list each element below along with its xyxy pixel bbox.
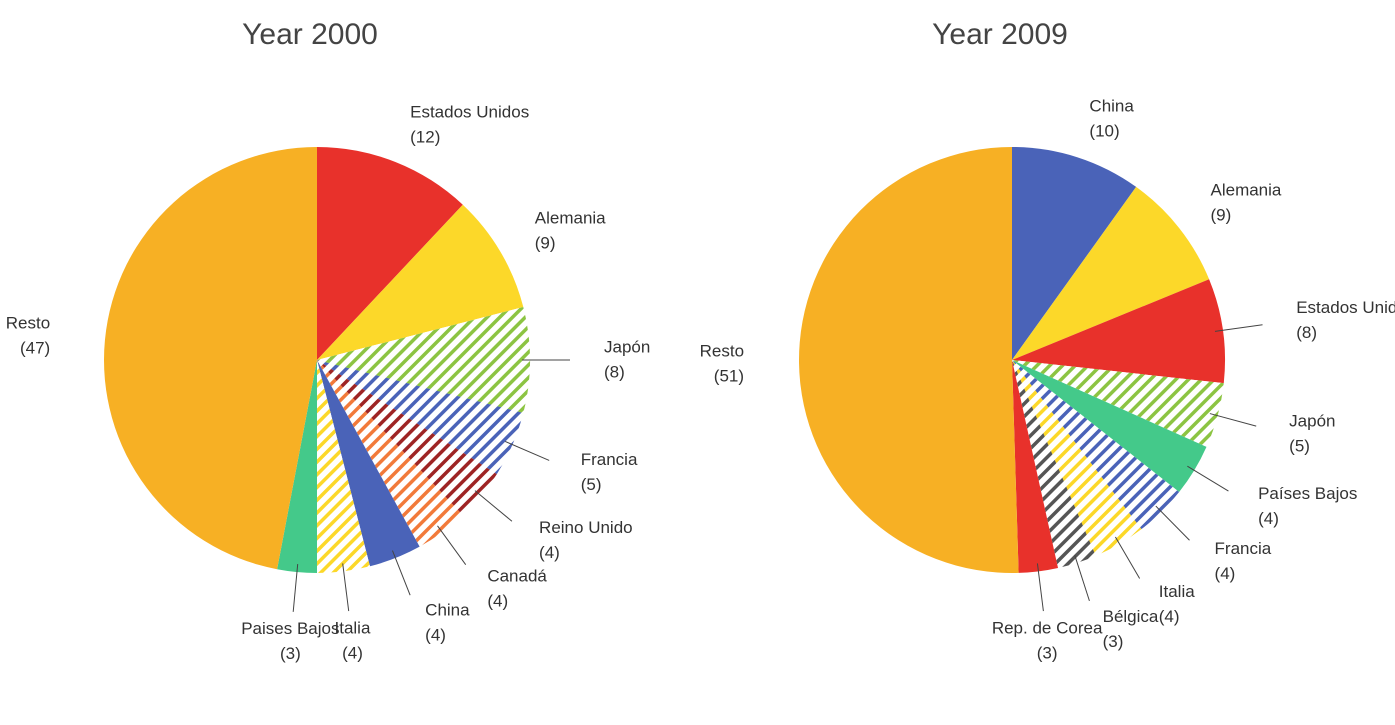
pie-slice [1012, 360, 1224, 447]
pie-slice [317, 307, 531, 413]
value-label: (3) [1103, 632, 1124, 651]
value-label: (3) [1037, 643, 1058, 662]
pie-slice [1012, 360, 1059, 573]
slice-label: Alemania [1211, 181, 1282, 200]
slice-label: Japón [604, 337, 650, 356]
slice-label: Estados Unidos [410, 102, 529, 121]
slice-label: Resto [6, 314, 50, 333]
slice-label: Países Bajos [1258, 484, 1357, 503]
pie-slice [1012, 360, 1207, 493]
slice-label: Paises Bajos [241, 619, 339, 638]
pie-slice [103, 147, 317, 570]
slice-label: Italia [335, 618, 371, 637]
leader-line [437, 525, 467, 565]
slice-label: Italia [1159, 582, 1195, 601]
slice-label: Francia [581, 450, 638, 469]
pie-slice [1012, 360, 1180, 530]
slice-label: Canadá [487, 566, 547, 585]
pie-slice [1012, 279, 1225, 384]
value-label: (4) [1159, 607, 1180, 626]
pie-slice [317, 147, 463, 360]
slice-label: Rep. de Corea [992, 618, 1103, 637]
slice-label: Estados Unidos [1296, 298, 1395, 317]
value-label: (5) [581, 475, 602, 494]
slice-label: China [425, 601, 470, 620]
value-label: (10) [1089, 122, 1119, 141]
chart-title: Year 2000 [242, 18, 378, 51]
leader-line [1209, 413, 1257, 427]
value-label: (47) [20, 339, 50, 358]
leader-line [342, 563, 350, 612]
leader-line [1214, 324, 1263, 332]
leader-line [1155, 505, 1190, 541]
value-label: (4) [539, 543, 560, 562]
slice-label: Bélgica [1103, 607, 1159, 626]
pie-slice [317, 360, 524, 475]
slice-label: Reino Unido [539, 518, 633, 537]
slice-label: Japón [1289, 411, 1335, 430]
leader-line [1036, 563, 1044, 612]
pie-slice [1012, 186, 1210, 360]
pie-slice [317, 360, 370, 573]
value-label: (12) [410, 127, 440, 146]
value-label: (4) [425, 626, 446, 645]
slice-label: China [1089, 97, 1134, 116]
pie-slice [317, 204, 524, 360]
pie-slice [317, 360, 420, 567]
value-label: (9) [535, 234, 556, 253]
chart-title: Year 2009 [932, 18, 1068, 51]
value-label: (5) [1289, 436, 1310, 455]
value-label: (4) [1258, 509, 1279, 528]
leader-line [292, 564, 299, 612]
slice-label: Francia [1215, 539, 1272, 558]
pie-slice [799, 147, 1019, 573]
value-label: (4) [342, 643, 363, 662]
slice-label: Alemania [535, 209, 606, 228]
value-label: (4) [1215, 564, 1236, 583]
leader-line [504, 440, 550, 461]
value-label: (3) [280, 644, 301, 663]
slice-label: Resto [700, 341, 744, 360]
pie-slice [317, 360, 497, 516]
value-label: (4) [487, 591, 508, 610]
value-label: (51) [714, 366, 744, 385]
leader-line [1074, 555, 1090, 602]
pie-slice [1012, 360, 1142, 556]
leader-line [1114, 536, 1141, 579]
value-label: (9) [1211, 206, 1232, 225]
pie-slice [317, 360, 463, 547]
leader-line [474, 490, 513, 522]
leader-line [392, 550, 411, 596]
value-label: (8) [1296, 323, 1317, 342]
pie-slice [1012, 147, 1137, 360]
leader-line [1187, 465, 1229, 492]
pie-slice [1012, 360, 1096, 568]
value-label: (8) [604, 362, 625, 381]
pie-slice [277, 360, 317, 573]
